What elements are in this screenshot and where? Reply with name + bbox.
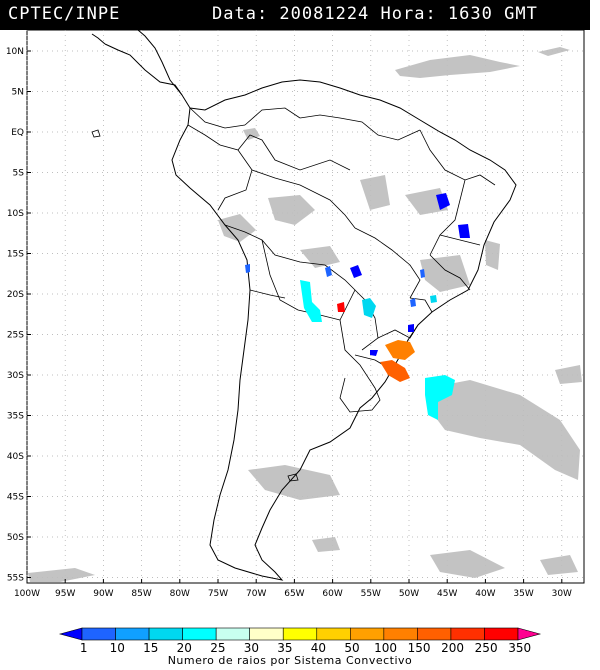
colorbar-label: 350 — [508, 641, 531, 655]
colorbar-label: 200 — [441, 641, 464, 655]
colorbar-segment — [383, 627, 418, 641]
colorbar-segment — [316, 627, 351, 641]
colorbar-arrow-left — [58, 627, 83, 641]
lat-label: 35S — [7, 412, 24, 422]
colorbar-segment — [182, 627, 217, 641]
lon-label: 100W — [14, 589, 40, 599]
source-label: CPTEC/INPE — [8, 4, 121, 24]
lon-label: 35W — [513, 589, 533, 599]
lat-label: 50S — [7, 533, 24, 543]
colorbar-segment — [450, 627, 485, 641]
colorbar-label: 30 — [244, 641, 259, 655]
lon-label: 45W — [437, 589, 457, 599]
lat-label: 10S — [7, 209, 24, 219]
lightning-clusters — [245, 193, 470, 420]
colorbar-segment — [484, 627, 519, 641]
lon-label: 80W — [170, 589, 190, 599]
cloud-cover — [28, 47, 582, 582]
colorbar-segment — [148, 627, 183, 641]
lon-label: 75W — [208, 589, 228, 599]
lon-label: 95W — [55, 589, 75, 599]
lat-label: 5N — [12, 88, 24, 98]
lat-label: 10N — [6, 47, 24, 57]
date-time-label: Data: 20081224 Hora: 1630 GMT — [212, 4, 538, 24]
colorbar-label: 20 — [177, 641, 192, 655]
lon-label: 90W — [93, 589, 113, 599]
lon-label: 30W — [552, 589, 572, 599]
lat-label: 30S — [7, 371, 24, 381]
colorbar-segment — [417, 627, 452, 641]
colorbar-label: 250 — [475, 641, 498, 655]
lat-label: 40S — [7, 452, 24, 462]
colorbar-segment — [215, 627, 250, 641]
colorbar-segment — [249, 627, 284, 641]
colorbar-segment — [115, 627, 150, 641]
colorbar-segment — [81, 627, 116, 641]
colorbar-arrow-right — [517, 627, 542, 641]
colorbar-label: 10 — [110, 641, 125, 655]
map-header: CPTEC/INPE Data: 20081224 Hora: 1630 GMT — [0, 0, 590, 30]
colorbar — [58, 627, 542, 641]
colorbar-segment — [350, 627, 385, 641]
lat-label: 45S — [7, 493, 24, 503]
colorbar-segment — [282, 627, 318, 641]
lon-label: 40W — [475, 589, 495, 599]
lon-label: 85W — [131, 589, 151, 599]
colorbar-labels: 1 10 15 20 25 30 35 40 50 100 150 200 250 350 — [80, 641, 531, 655]
colorbar-label: 15 — [143, 641, 158, 655]
lat-label: 15S — [7, 250, 24, 260]
colorbar-label: 150 — [408, 641, 431, 655]
islands — [91, 129, 299, 482]
lat-label: 5S — [13, 169, 25, 179]
country-borders — [187, 107, 496, 413]
lon-label: 65W — [284, 589, 304, 599]
lon-label: 70W — [246, 589, 266, 599]
lon-label: 55W — [361, 589, 381, 599]
colorbar-title: Numero de raios por Sistema Convectivo — [168, 654, 413, 667]
colorbar-label: 100 — [374, 641, 397, 655]
lon-label: 50W — [399, 589, 419, 599]
colorbar-label: 35 — [277, 641, 292, 655]
colorbar-label: 25 — [210, 641, 225, 655]
colorbar-label: 50 — [344, 641, 359, 655]
latitude-labels: 10N 5N EQ 5S 10S 15S 20S 25S 30S 35S 40S 45S 50S 55S — [6, 47, 31, 584]
longitude-labels: 100W 95W 90W 85W 80W 75W 70W 65W 60W 55W 50W 45W 40W… — [14, 579, 572, 599]
lat-label: 55S — [7, 574, 24, 584]
lat-label: EQ — [11, 128, 24, 138]
lat-label: 25S — [7, 331, 24, 341]
lat-label: 20S — [7, 290, 24, 300]
colorbar-label: 1 — [80, 641, 88, 655]
continent-outline — [91, 29, 517, 581]
lon-label: 60W — [322, 589, 342, 599]
colorbar-label: 40 — [311, 641, 326, 655]
